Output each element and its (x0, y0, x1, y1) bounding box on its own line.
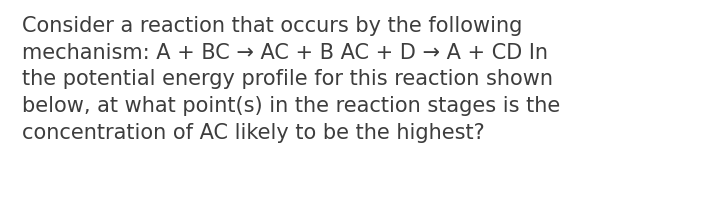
Text: Consider a reaction that occurs by the following
mechanism: A + BC → AC + B AC +: Consider a reaction that occurs by the f… (22, 16, 560, 143)
